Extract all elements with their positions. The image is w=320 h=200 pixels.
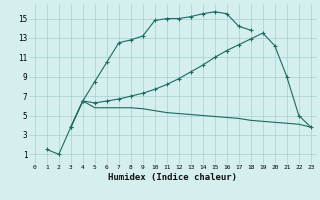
X-axis label: Humidex (Indice chaleur): Humidex (Indice chaleur) — [108, 173, 237, 182]
